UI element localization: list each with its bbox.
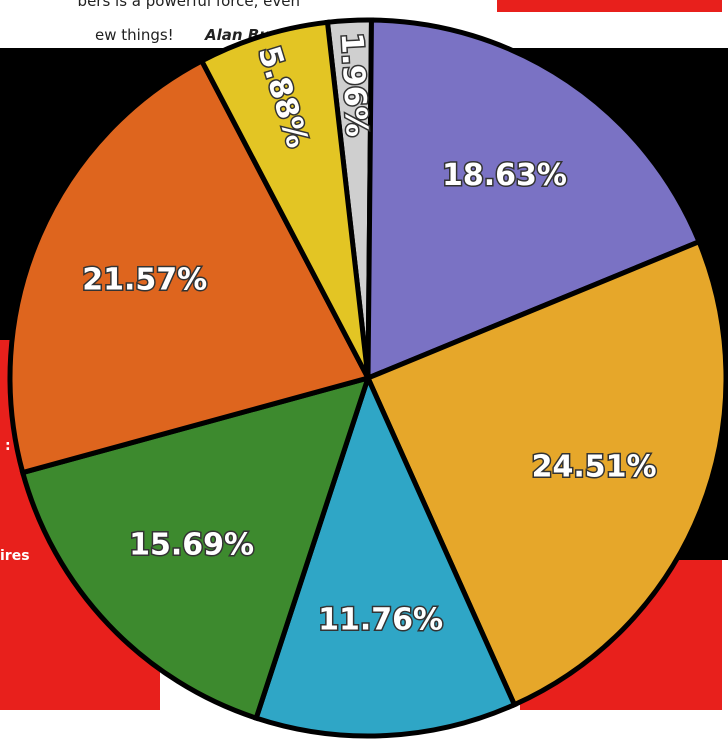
- slice-label: 18.63%: [442, 158, 567, 193]
- slice-label: 24.51%: [532, 450, 657, 485]
- caption: ew things!: [95, 26, 174, 44]
- pie-slice: [253, 371, 518, 739]
- pie-slice: [7, 57, 372, 476]
- slice-label: 11.76%: [318, 603, 443, 638]
- side-text: :: [5, 438, 11, 454]
- pie-slice: [198, 19, 371, 380]
- pie-slice: [365, 17, 703, 382]
- slice-label: 1.96%: [334, 32, 374, 138]
- pie: 1.96%18.63%24.51%11.76%15.69%21.57%5.88%: [7, 17, 728, 739]
- slice-label: 15.69%: [129, 527, 254, 562]
- red-bar: [497, 0, 722, 12]
- caption: bers is a powerful force, even: [78, 0, 300, 10]
- pie-slice: [364, 238, 728, 708]
- slice-label: 21.57%: [82, 262, 207, 297]
- pie-slice: [19, 374, 372, 722]
- side-text: ires: [0, 548, 30, 564]
